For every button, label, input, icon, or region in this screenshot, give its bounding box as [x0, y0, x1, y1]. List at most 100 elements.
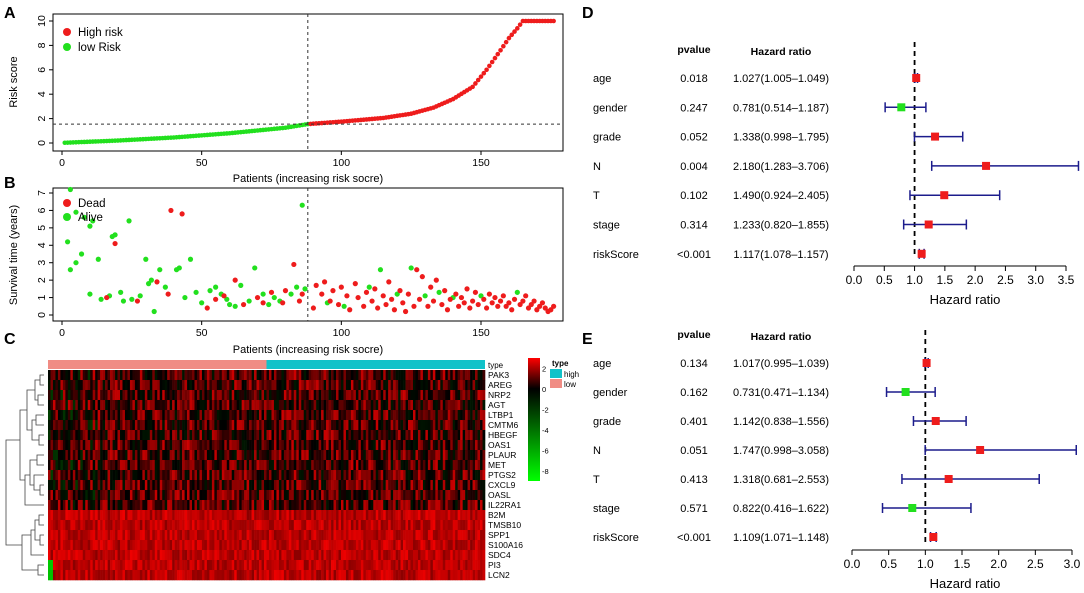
heatmap-cell — [457, 410, 461, 421]
heatmap-cell — [87, 430, 91, 441]
heatmap-cell — [291, 530, 295, 541]
heatmap-cell — [184, 460, 188, 471]
heatmap-cell — [80, 540, 84, 551]
heatmap-cell — [318, 570, 322, 581]
heatmap-cell — [256, 370, 260, 381]
heatmap-cell — [363, 510, 367, 521]
heatmap-cell — [455, 450, 458, 461]
heatmap-cell — [55, 540, 59, 551]
heatmap-cell — [239, 500, 242, 511]
heatmap-cell — [375, 550, 379, 561]
heatmap-cell — [328, 370, 332, 381]
heatmap-cell — [333, 370, 337, 381]
heatmap-cell — [216, 400, 220, 411]
heatmap-cell — [375, 540, 379, 551]
gene-label: LTBP1 — [488, 410, 514, 420]
heatmap-cell — [201, 510, 205, 521]
heatmap-cell — [440, 420, 444, 431]
heatmap-cell — [378, 510, 382, 521]
heatmap-cell — [174, 530, 178, 541]
heatmap-cell — [117, 430, 121, 441]
heatmap-cell — [115, 380, 118, 391]
heatmap-cell — [85, 560, 89, 571]
heatmap-cell — [107, 550, 111, 561]
x-tick-label: 0.5 — [876, 273, 893, 287]
heatmap-cell — [311, 490, 314, 501]
heatmap-cell — [221, 500, 225, 511]
heatmap-cell — [316, 380, 319, 391]
heatmap-cell — [313, 420, 317, 431]
heatmap-cell — [445, 420, 449, 431]
heatmap-cell — [388, 540, 391, 551]
heatmap-cell — [201, 520, 205, 531]
heatmap-cell — [229, 520, 233, 531]
heatmap-cell — [241, 420, 245, 431]
heatmap-cell — [117, 390, 121, 401]
heatmap-cell — [259, 380, 262, 391]
heatmap-cell — [82, 390, 86, 401]
heatmap-cell — [286, 510, 290, 521]
heatmap-cell — [462, 390, 466, 401]
heatmap-cell — [201, 560, 205, 571]
heatmap-cell — [417, 510, 421, 521]
dendrogram-branch — [24, 474, 44, 506]
heatmap-cell — [380, 400, 384, 411]
heatmap-cell — [281, 430, 285, 441]
heatmap-cell — [132, 490, 136, 501]
heatmap-cell — [410, 460, 414, 471]
heatmap-cell — [216, 550, 220, 561]
survival-point-dead — [461, 300, 467, 306]
heatmap-cell — [340, 380, 344, 391]
heatmap-cell — [65, 430, 69, 441]
heatmap-cell — [65, 410, 69, 421]
heatmap-cell — [403, 420, 406, 431]
heatmap-cell — [157, 540, 161, 551]
heatmap-cell — [373, 570, 377, 581]
heatmap-cell — [355, 490, 359, 501]
heatmap-cell — [375, 500, 379, 511]
heatmap-cell — [192, 440, 195, 451]
heatmap-cell — [427, 420, 431, 431]
heatmap-cell — [326, 420, 329, 431]
heatmap-cell — [298, 490, 302, 501]
heatmap-cell — [378, 490, 382, 501]
heatmap-cell — [380, 570, 384, 581]
heatmap-cell — [467, 370, 471, 381]
x-tick-label: 1.5 — [954, 557, 971, 571]
heatmap-cell — [348, 420, 352, 431]
gene-label: SDC4 — [488, 550, 511, 560]
heatmap-cell — [393, 430, 396, 441]
heatmap-cell — [129, 430, 133, 441]
heatmap-cell — [430, 430, 434, 441]
heatmap-cell — [214, 520, 218, 531]
heatmap-cell — [308, 550, 312, 561]
heatmap-cell — [132, 480, 136, 491]
heatmap-cell — [239, 410, 242, 421]
heatmap-cell — [286, 570, 290, 581]
heatmap-cell — [375, 510, 379, 521]
heatmap-cell — [308, 430, 312, 441]
heatmap-cell — [345, 460, 349, 471]
heatmap-cell — [179, 500, 183, 511]
heatmap-cell — [224, 530, 228, 541]
heatmap-cell — [239, 560, 242, 571]
heatmap-cell — [164, 510, 168, 521]
heatmap-type-annotation-bar — [48, 360, 485, 369]
heatmap-cell — [470, 390, 473, 401]
heatmap-cell — [194, 420, 198, 431]
heatmap-cell — [368, 410, 372, 421]
hazard-ratio-marker — [908, 504, 917, 512]
heatmap-cell — [303, 560, 307, 571]
heatmap-cell — [117, 490, 121, 501]
heatmap-cell — [276, 500, 280, 511]
heatmap-cell — [271, 470, 275, 481]
heatmap-cell — [244, 390, 247, 401]
heatmap-cell — [403, 540, 406, 551]
heatmap-cell — [477, 460, 481, 471]
heatmap-cell — [201, 500, 205, 511]
heatmap-cell — [301, 460, 305, 471]
heatmap-cell — [182, 520, 185, 531]
heatmap-cell — [353, 430, 357, 441]
heatmap-cell — [447, 540, 451, 551]
heatmap-cell — [430, 440, 434, 451]
